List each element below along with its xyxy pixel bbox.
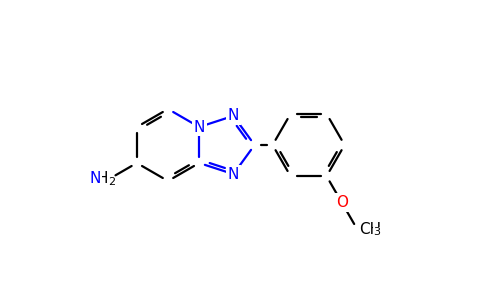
Text: CH: CH — [359, 222, 381, 237]
Text: N: N — [228, 167, 239, 182]
Text: H: H — [97, 171, 108, 186]
Text: N: N — [228, 108, 239, 123]
Text: 3: 3 — [373, 227, 380, 237]
Text: O: O — [336, 195, 348, 210]
Text: N: N — [194, 119, 205, 134]
Text: N: N — [90, 171, 101, 186]
Text: 2: 2 — [108, 177, 116, 187]
